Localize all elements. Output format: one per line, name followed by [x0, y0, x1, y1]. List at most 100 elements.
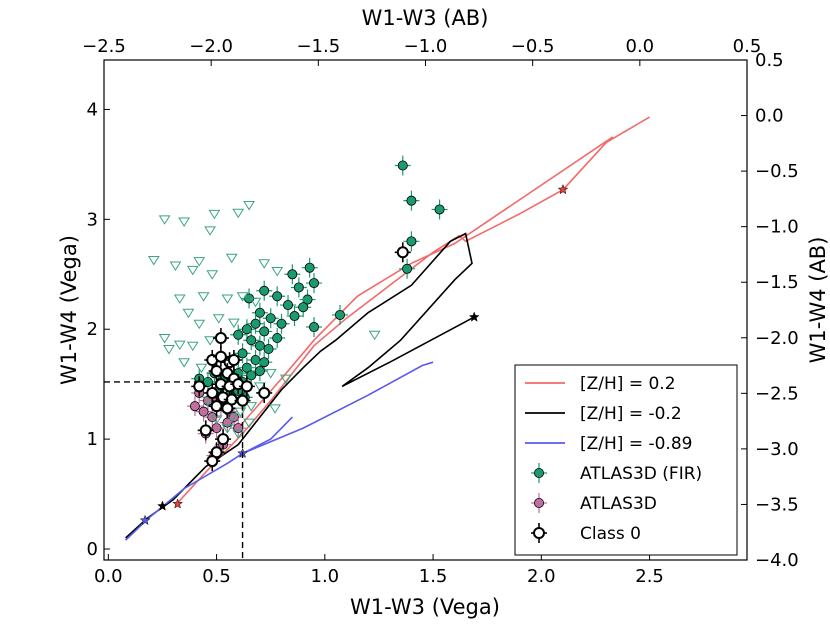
legend-marker-3 [534, 467, 545, 478]
point-2-2 [208, 209, 221, 220]
y2-tick-label-8: −3.5 [755, 494, 799, 515]
y-tick-label-3: 3 [87, 209, 98, 230]
point-0-30 [250, 354, 261, 365]
axes: 0.0 0.5 1.0 1.5 2.0 2.5 0 1 2 3 4 −2.5 −2.0 −1.5 −1.0 −… [82, 36, 799, 587]
point-2-26 [204, 336, 216, 346]
point-2-24 [173, 340, 186, 351]
x2-tick-label-3: −1.0 [404, 36, 448, 57]
point-1-3 [198, 406, 209, 417]
point-2-10 [206, 270, 219, 280]
point-0-16 [254, 307, 265, 318]
point-3-18 [258, 386, 271, 399]
x2-tick-label-6: 0.5 [733, 36, 762, 57]
point-2-29 [195, 363, 208, 374]
y2-tick-label-1: 0.0 [755, 106, 784, 127]
point-2-43 [368, 330, 381, 341]
point-0-13 [283, 300, 294, 311]
legend-marker-5 [533, 527, 545, 539]
point-0-25 [233, 329, 244, 340]
legend-label-0: [Z/H] = 0.2 [580, 374, 676, 394]
point-0-35 [246, 370, 257, 381]
point-0-19 [289, 311, 300, 322]
point-3-21 [199, 424, 212, 437]
point-2-37 [234, 407, 247, 418]
point-3-12 [240, 380, 253, 393]
point-3-23 [206, 455, 219, 468]
point-2-19 [182, 308, 195, 319]
point-2-40 [221, 424, 234, 434]
point-0-1 [434, 204, 445, 215]
point-0-27 [254, 340, 265, 351]
point-0-8 [293, 282, 304, 293]
legend-label-4: ATLAS3D [580, 494, 657, 514]
point-2-27 [163, 345, 175, 355]
point-2-6 [147, 256, 160, 266]
point-3-5 [227, 354, 240, 366]
y2-tick-label-9: −4.0 [755, 550, 799, 571]
point-0-22 [259, 326, 270, 337]
y-tick-label-2: 2 [87, 319, 98, 340]
legend-label-2: [Z/H] = -0.89 [580, 434, 692, 454]
point-0-24 [241, 324, 252, 335]
x2-axis-title: W1-W3 (AB) [362, 6, 489, 30]
track-star-4 [139, 514, 151, 526]
track-star-0 [557, 183, 569, 195]
x-tick-label-5: 2.5 [635, 566, 664, 587]
y2-tick-label-6: −2.5 [755, 383, 799, 404]
y2-axis-title: W1-W4 (AB) [806, 237, 830, 364]
point-2-1 [178, 217, 191, 227]
point-2-14 [173, 294, 186, 304]
point-0-26 [246, 335, 257, 346]
point-2-38 [245, 402, 258, 412]
point-2-22 [227, 318, 240, 329]
y-tick-label-0: 0 [87, 539, 98, 560]
point-2-23 [158, 334, 171, 344]
point-0-21 [250, 318, 261, 329]
point-2-36 [225, 413, 238, 423]
point-0-7 [287, 269, 298, 280]
point-3-17 [236, 394, 249, 407]
y2-tick-label-2: −0.5 [755, 161, 799, 182]
point-0-11 [272, 291, 283, 302]
point-0-12 [259, 285, 270, 296]
x-tick-label-0: 0.0 [94, 566, 123, 587]
x-tick-label-2: 1.0 [311, 566, 340, 587]
point-0-36 [254, 365, 265, 376]
point-3-1 [214, 332, 227, 345]
point-3-0 [396, 246, 409, 259]
point-1-7 [189, 401, 200, 412]
model-track-4 [242, 361, 434, 455]
point-0-18 [276, 318, 287, 329]
point-3-19 [210, 400, 223, 413]
data-points [147, 155, 448, 472]
y-tick-label-1: 1 [87, 429, 98, 450]
x-axis-title: W1-W3 (Vega) [350, 595, 500, 619]
x2-tick-label-5: 0.0 [626, 36, 655, 57]
point-2-34 [202, 396, 214, 407]
point-2-12 [271, 266, 284, 277]
point-3-6 [210, 364, 223, 377]
point-0-29 [237, 348, 248, 359]
model-track-1 [237, 136, 614, 429]
point-2-8 [186, 265, 199, 276]
point-0-28 [263, 344, 274, 355]
track-star-2 [468, 311, 480, 322]
point-2-33 [269, 404, 281, 414]
point-0-14 [298, 302, 309, 313]
legend: [Z/H] = 0.2 [Z/H] = -0.2 [Z/H] = -0.89 ATLA… [514, 364, 738, 556]
point-2-16 [221, 294, 234, 304]
point-2-41 [232, 429, 245, 440]
point-3-20 [221, 402, 234, 415]
point-2-18 [249, 297, 262, 308]
point-2-3 [204, 226, 216, 236]
point-2-7 [169, 261, 182, 271]
x2-tick-label-4: −0.5 [511, 36, 555, 57]
point-2-31 [279, 374, 292, 385]
point-3-3 [214, 350, 227, 363]
legend-label-1: [Z/H] = -0.2 [580, 404, 682, 424]
point-0-9 [309, 278, 320, 289]
point-2-9 [193, 257, 206, 267]
point-0-17 [265, 313, 276, 324]
